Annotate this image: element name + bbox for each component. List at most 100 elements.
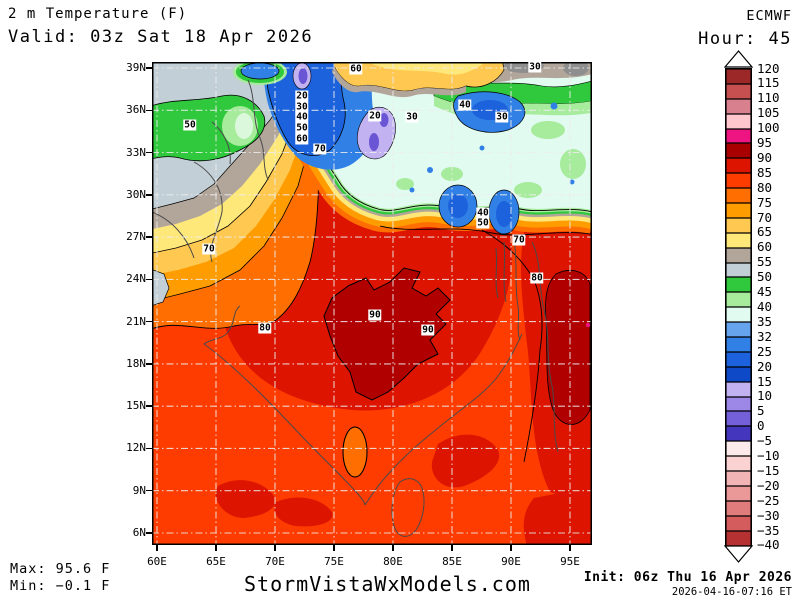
region-90-95	[323, 267, 591, 425]
contour-label: 70	[202, 243, 216, 255]
colorbar-tick-label: 110	[757, 90, 780, 106]
colorbar-tick-label: 20	[757, 358, 773, 374]
temperature-map-canvas	[152, 62, 592, 545]
contour-label: 90	[368, 309, 382, 321]
colorbar-cell	[726, 530, 751, 546]
colorbar-cell	[726, 500, 751, 516]
colorbar-cell	[726, 143, 751, 159]
colorbar-tick-label: 65	[757, 224, 773, 240]
lat-tick	[146, 67, 152, 69]
colorbar-tick-label: 70	[757, 209, 773, 225]
lat-tick	[146, 194, 152, 196]
colorbar-cell	[726, 188, 751, 204]
lon-tick-label: 60E	[147, 555, 167, 568]
lat-tick-label: 18N	[126, 356, 146, 370]
contour-label: 30	[295, 101, 309, 113]
colorbar-tick-label: 90	[757, 149, 773, 165]
colorbar-tick-label: 35	[757, 313, 773, 329]
colorbar-cell	[726, 441, 751, 457]
colorbar-cell	[726, 292, 751, 308]
lat-tick	[146, 278, 152, 281]
colorbar-cell	[726, 307, 751, 323]
lat-tick-label: 27N	[126, 230, 146, 244]
colorbar-cell	[726, 69, 751, 84]
colorbar-cells	[725, 68, 752, 547]
colorbar-cell	[726, 277, 751, 293]
colorbar-cell	[726, 456, 751, 472]
lat-tick-label: 15N	[126, 399, 146, 413]
colorbar-tick-label: 95	[757, 135, 773, 151]
contour-label: 40	[476, 207, 490, 219]
hot-spot-95	[585, 322, 591, 328]
colorbar-tick-label: 55	[757, 254, 773, 270]
forecast-hour: Hour: 45	[698, 29, 792, 49]
colorbar-cell	[726, 396, 751, 412]
colorbar-tick-label: 75	[757, 194, 773, 210]
colorbar-tick-label: −20	[757, 477, 780, 493]
lon-tick-label: 80E	[383, 555, 403, 568]
colorbar-cell	[726, 515, 751, 531]
contour-label: 80	[258, 322, 272, 334]
map-frame	[152, 62, 592, 545]
contour-label: 30	[495, 111, 509, 123]
lat-tick	[146, 236, 152, 238]
colorbar-tick-label: 15	[757, 373, 773, 389]
lat-tick-label: 6N	[132, 525, 146, 539]
lon-tick-label: 95E	[560, 555, 580, 568]
lon-tick	[274, 545, 276, 551]
colorbar-tick-label: 32	[757, 328, 773, 344]
lon-tick	[156, 545, 158, 551]
lon-tick	[510, 545, 512, 551]
contour-label: 40	[295, 111, 309, 123]
colorbar-tick-label: −35	[757, 522, 780, 538]
colorbar-tick-label: 5	[757, 403, 765, 419]
lat-tick-label: 36N	[126, 103, 146, 117]
lat-tick	[146, 447, 152, 450]
lon-tick-label: 70E	[265, 555, 285, 568]
lon-tick-label: 75E	[324, 555, 344, 568]
colorbar-tick-label: 60	[757, 239, 773, 255]
lon-tick-label: 90E	[501, 555, 521, 568]
lon-tick	[333, 545, 335, 551]
colorbar-tick-label: 50	[757, 269, 773, 285]
colorbar-bottom-arrow	[724, 545, 753, 563]
product-title: 2 m Temperature (F)	[8, 6, 188, 22]
contour-label: 50	[476, 217, 490, 229]
colorbar-cell	[726, 471, 751, 486]
generation-timestamp: 2026-04-16-07:16 ET	[671, 586, 792, 598]
temperature-map: 60 30 20 30 40 50 60 50 20 30 40 30 70 70 40 50 70 80 80 90…	[152, 61, 592, 545]
max-value: Max: 95.6 F	[10, 561, 111, 577]
lat-tick-label: 24N	[126, 272, 146, 286]
colorbar-tick-label: 25	[757, 343, 773, 359]
region-purple-cold	[292, 62, 396, 160]
contour-label: 50	[295, 122, 309, 134]
colorbar-cell	[726, 351, 751, 367]
contour-label: 80	[530, 272, 544, 284]
valid-time: Valid: 03z Sat 18 Apr 2026	[8, 27, 314, 47]
colorbar-tick-label: 120	[757, 60, 780, 76]
lon-tick	[569, 545, 571, 551]
contour-label: 20	[295, 90, 309, 102]
lat-tick-label: 9N	[132, 483, 146, 497]
lat-tick-label: 12N	[126, 441, 146, 455]
lat-tick-label: 21N	[126, 314, 146, 328]
contour-label: 50	[183, 119, 197, 131]
colorbar-cell	[726, 262, 751, 278]
contour-label: 60	[349, 63, 363, 75]
contour-label: 90	[421, 324, 435, 336]
contour-label: 60	[295, 133, 309, 145]
colorbar-tick-label: 100	[757, 120, 780, 136]
lat-tick	[146, 109, 152, 112]
colorbar-tick-label: −10	[757, 448, 780, 464]
colorbar-tick-label: −15	[757, 462, 780, 478]
colorbar-tick-label: 10	[757, 388, 773, 404]
colorbar-tick-label: 105	[757, 105, 780, 121]
colorbar-cell	[726, 98, 751, 114]
colorbar-tick-label: −25	[757, 492, 780, 508]
lat-tick	[146, 405, 152, 407]
colorbar-cell	[726, 337, 751, 352]
model-name: ECMWF	[746, 8, 792, 24]
contour-label: 70	[313, 143, 327, 155]
site-watermark: StormVistaWxModels.com	[244, 572, 531, 596]
